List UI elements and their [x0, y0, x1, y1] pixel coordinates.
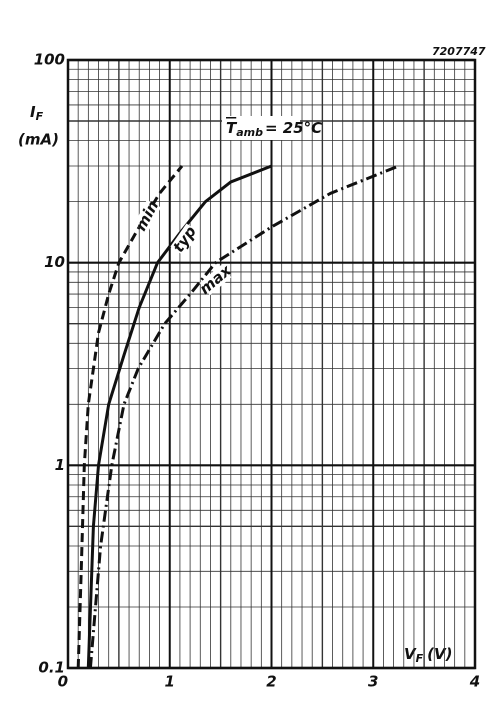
annotation-subscript: amb — [236, 126, 263, 139]
y-tick-label: 0.1 — [38, 659, 65, 677]
y-tick-label: 10 — [44, 253, 65, 271]
y-axis-unit: (mA) — [18, 131, 59, 149]
y-axis-label: IF — [30, 103, 44, 124]
annotation-bg — [222, 116, 300, 140]
curve-label-bg — [170, 223, 200, 256]
annotation-text: = 25°C — [265, 119, 322, 137]
x-unit: (V) — [427, 645, 452, 663]
x-tick-label: 2 — [266, 673, 276, 691]
curve-label-bg — [133, 199, 162, 233]
curve-label: max — [196, 261, 236, 298]
annotation: Tamb = 25°C — [226, 119, 322, 140]
curve — [88, 164, 400, 669]
curve — [86, 164, 273, 669]
x-tick-label: 1 — [165, 673, 175, 691]
curve-label: typ — [169, 223, 200, 256]
curve — [76, 165, 184, 669]
x-subscript: F — [416, 652, 424, 665]
y-tick-label: 1 — [55, 456, 65, 474]
plot-frame — [66, 58, 477, 670]
x-axis-label: VF (V) — [404, 645, 452, 666]
x-tick-label: 4 — [469, 673, 480, 691]
curve-label-bg — [199, 265, 232, 296]
figure-code: 7207747 — [432, 45, 486, 58]
y-subscript: F — [36, 110, 44, 123]
annotation-symbol: T — [226, 119, 238, 137]
x-tick-label: 3 — [368, 673, 378, 691]
y-tick-label: 100 — [34, 51, 65, 69]
y-symbol: I — [30, 103, 36, 121]
x-tick-label: 0 — [58, 673, 68, 691]
curve-label: min — [132, 198, 163, 234]
